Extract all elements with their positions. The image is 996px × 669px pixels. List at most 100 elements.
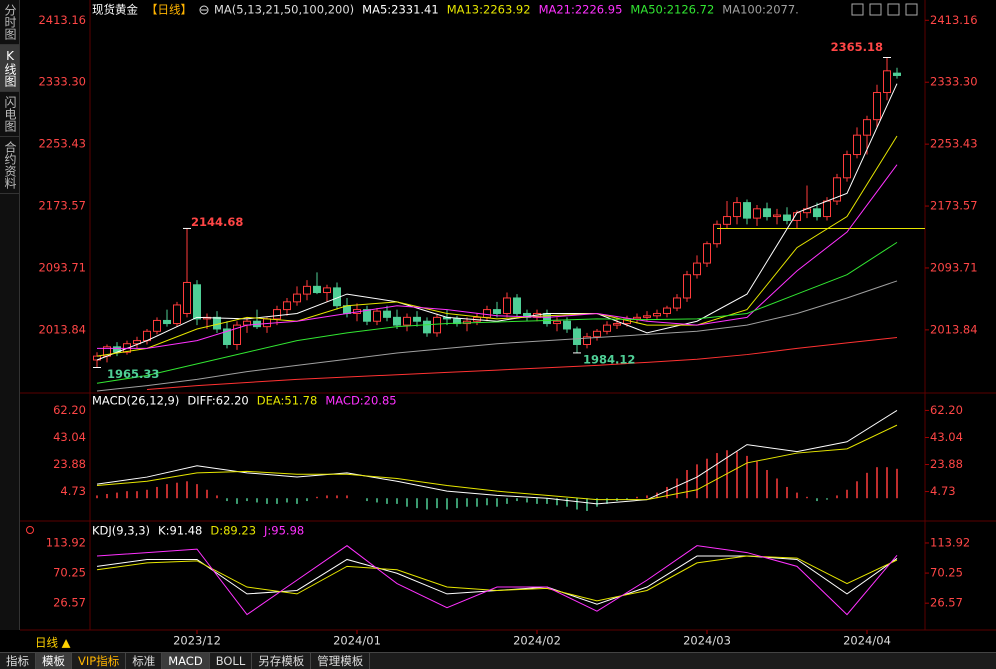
candle-body <box>513 297 521 314</box>
candle-body <box>193 284 201 320</box>
candle-body <box>273 309 281 320</box>
candle-body <box>153 319 161 332</box>
y-tick-label: 23.88 <box>930 457 963 471</box>
y-tick-label: 62.20 <box>53 403 86 417</box>
y-tick-label: 2173.57 <box>930 199 978 213</box>
side-tab[interactable]: 分时图 <box>0 0 19 45</box>
candle-body <box>853 134 861 156</box>
line <box>146 337 898 390</box>
candle-body <box>883 70 891 94</box>
legend-label: J:95.98 <box>263 524 304 538</box>
legend-label: MA5:2331.41 <box>362 3 439 17</box>
legend-label: DEA:51.78 <box>257 394 318 408</box>
legend-label: DIFF:62.20 <box>187 394 248 408</box>
line <box>96 555 898 605</box>
side-tab[interactable]: 合约资料 <box>0 137 19 194</box>
candle-body <box>653 312 661 317</box>
sidebar: 分时图 K线图 闪电图 合约资料 <box>0 0 20 630</box>
candle-body <box>763 208 771 218</box>
y-tick-label: 2093.71 <box>930 260 978 274</box>
y-tick-label: 2093.71 <box>38 260 86 274</box>
toggle-icon <box>199 5 209 15</box>
side-tab[interactable]: K线图 <box>0 45 19 92</box>
line <box>96 424 898 501</box>
x-tick-label: 2024/03 <box>683 634 731 648</box>
candle-body <box>553 320 561 325</box>
line <box>96 545 898 616</box>
y-tick-label: 113.92 <box>46 535 86 549</box>
candle-body <box>693 262 701 276</box>
candle-body <box>373 310 381 322</box>
candle-body <box>363 309 371 322</box>
y-tick-label: 26.57 <box>53 596 86 610</box>
candle-body <box>543 312 551 325</box>
candle-body <box>393 316 401 326</box>
extreme-label: 2144.68 <box>191 215 243 229</box>
y-tick-label: 2333.30 <box>930 75 978 89</box>
x-tick-label: 2024/04 <box>843 634 891 648</box>
candle-body <box>873 92 881 121</box>
tab[interactable]: 模板 <box>36 653 72 669</box>
candle-body <box>213 316 221 330</box>
candle-body <box>133 340 141 345</box>
tab[interactable]: 管理模板 <box>311 653 371 669</box>
candle-body <box>423 320 431 334</box>
tab[interactable]: BOLL <box>210 653 253 669</box>
y-tick-label: 2253.43 <box>930 137 978 151</box>
tab[interactable]: MACD <box>162 653 210 669</box>
period-label[interactable]: 日线 ▲ <box>35 636 71 650</box>
side-tab[interactable]: 闪电图 <box>0 92 19 137</box>
line <box>97 164 898 349</box>
legend-label: MA21:2226.95 <box>539 3 623 17</box>
y-tick-label: 2013.84 <box>38 322 86 336</box>
candle-body <box>263 318 271 328</box>
candle-body <box>643 315 651 318</box>
candle-body <box>603 324 611 332</box>
candle-body <box>713 223 721 245</box>
legend-label: MA50:2126.72 <box>630 3 714 17</box>
candle-body <box>833 177 841 202</box>
tab[interactable]: 另存模板 <box>252 653 312 669</box>
x-tick-label: 2023/12 <box>173 634 221 648</box>
candle-body <box>563 320 571 330</box>
legend-label: MA(5,13,21,50,100,200) <box>214 3 354 17</box>
candle-body <box>163 319 171 325</box>
candle-body <box>173 304 181 325</box>
candle-body <box>583 336 591 345</box>
extreme-label: 1984.12 <box>583 352 635 366</box>
candle-body <box>293 293 301 303</box>
candle-body <box>323 287 331 294</box>
tab[interactable]: VIP指标 <box>72 653 127 669</box>
y-tick-label: 2253.43 <box>38 137 86 151</box>
line <box>96 555 898 602</box>
legend-label: D:89.23 <box>210 524 256 538</box>
candle-body <box>573 328 581 345</box>
candle-body <box>753 208 761 219</box>
candle-body <box>503 297 511 314</box>
candle-body <box>223 328 231 345</box>
x-tick-label: 2024/02 <box>513 634 561 648</box>
legend-label: MACD:20.85 <box>325 394 396 408</box>
kdj-icon[interactable] <box>26 526 34 534</box>
y-tick-label: 4.73 <box>60 484 86 498</box>
candle-body <box>863 119 871 136</box>
legend-label: KDJ(9,3,3) <box>92 524 150 538</box>
candle-body <box>593 330 601 338</box>
candle-body <box>893 72 901 76</box>
candle-body <box>383 310 391 318</box>
y-tick-label: 2413.16 <box>930 13 978 27</box>
line <box>96 135 898 357</box>
line <box>96 410 898 505</box>
window-icons[interactable] <box>851 3 918 16</box>
y-tick-label: 43.04 <box>53 430 86 444</box>
tab[interactable]: 指标 <box>0 653 36 669</box>
extreme-label: 1965.33 <box>107 367 159 381</box>
y-tick-label: 70.25 <box>53 566 86 580</box>
candle-body <box>433 316 441 334</box>
candle-body <box>683 274 691 299</box>
legend-label: 现货黄金 <box>92 3 138 17</box>
tab-bar: 指标 模板 VIP指标 标准 MACD BOLL 另存模板 管理模板 <box>0 652 996 669</box>
tab[interactable]: 标准 <box>126 653 163 669</box>
